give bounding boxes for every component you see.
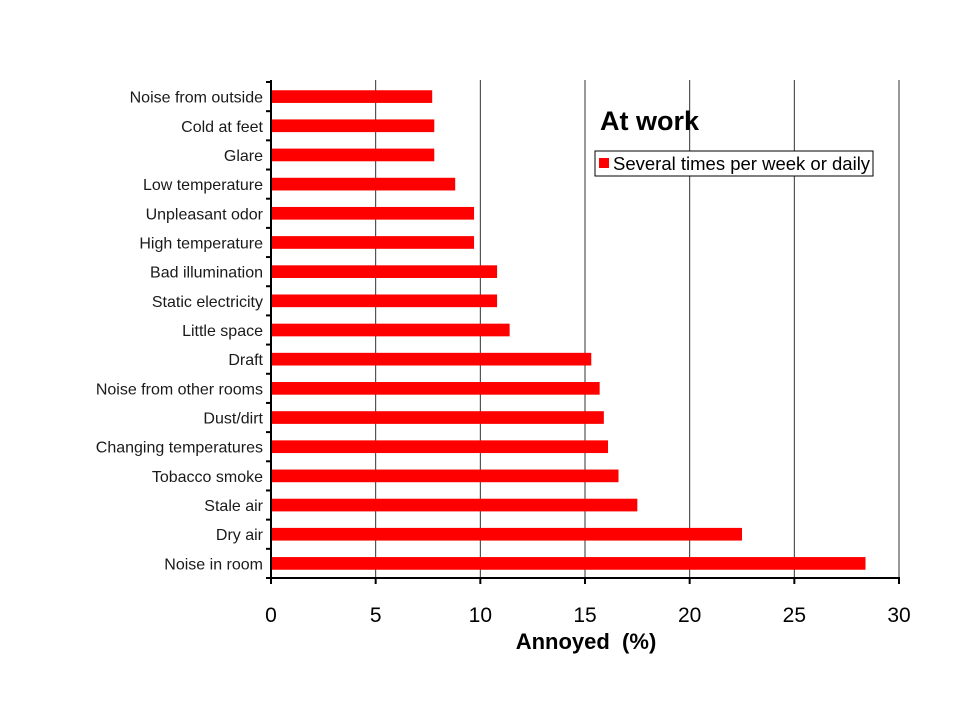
category-label-changing-temperatures: Changing temperatures [96, 440, 263, 457]
category-label-tobacco-smoke: Tobacco smoke [152, 469, 263, 486]
bar-tobacco-smoke [271, 469, 619, 483]
category-label-glare: Glare [224, 148, 263, 165]
x-tick-label-0: 0 [265, 604, 277, 627]
category-label-dust-dirt: Dust/dirt [203, 411, 263, 428]
bar-cold-at-feet [271, 119, 435, 133]
legend-swatch [599, 158, 609, 168]
bar-changing-temperatures [271, 440, 609, 454]
category-label-noise-in-room: Noise in room [164, 556, 263, 573]
x-tick-label-15: 15 [573, 604, 596, 627]
axes [266, 80, 900, 584]
bar-high-temperature [271, 236, 475, 249]
bar-unpleasant-odor [271, 206, 475, 220]
category-label-little-space: Little space [182, 323, 263, 340]
x-axis-label: Annoyed (%) [516, 629, 657, 654]
legend-label: Several times per week or daily [613, 153, 871, 174]
category-label-high-temperature: High temperature [139, 235, 263, 252]
category-label-unpleasant-odor: Unpleasant odor [146, 206, 264, 223]
legend-box [594, 150, 874, 177]
bars [271, 90, 866, 570]
category-label-bad-illumination: Bad illumination [150, 265, 263, 282]
x-tick-label-30: 30 [887, 604, 910, 627]
bar-low-temperature [271, 177, 456, 191]
category-label-static-electricity: Static electricity [152, 294, 263, 311]
category-label-low-temperature: Low temperature [143, 177, 263, 194]
category-label-cold-at-feet: Cold at feet [181, 119, 263, 136]
x-tick-label-25: 25 [783, 604, 806, 627]
x-tick-label-20: 20 [678, 604, 701, 627]
category-labels: Noise from outside Cold at feet Glare Low t… [96, 90, 264, 574]
bar-dust-dirt [271, 411, 604, 424]
category-label-draft: Draft [228, 352, 263, 369]
bar-dry-air [271, 527, 742, 541]
legend: Several times per week or daily [594, 150, 874, 177]
bar-glare [271, 148, 435, 162]
bar-little-space [271, 323, 510, 337]
bar-stale-air [271, 498, 638, 512]
bar-noise-from-other-rooms [271, 382, 600, 395]
bar-noise-from-outside [271, 90, 433, 103]
chart-title: At work [600, 106, 700, 136]
bar-draft [271, 352, 592, 366]
category-label-dry-air: Dry air [216, 527, 264, 544]
bar-bad-illumination [271, 265, 498, 278]
category-label-stale-air: Stale air [204, 498, 263, 515]
category-label-noise-from-other-rooms: Noise from other rooms [96, 381, 263, 398]
bar-noise-in-room [271, 557, 866, 570]
x-tick-label-5: 5 [370, 604, 382, 627]
x-tick-label-10: 10 [469, 604, 492, 627]
category-label-noise-from-outside: Noise from outside [130, 90, 263, 107]
bar-static-electricity [271, 294, 498, 308]
x-tick-labels: 0 5 10 15 20 25 30 [265, 604, 911, 627]
